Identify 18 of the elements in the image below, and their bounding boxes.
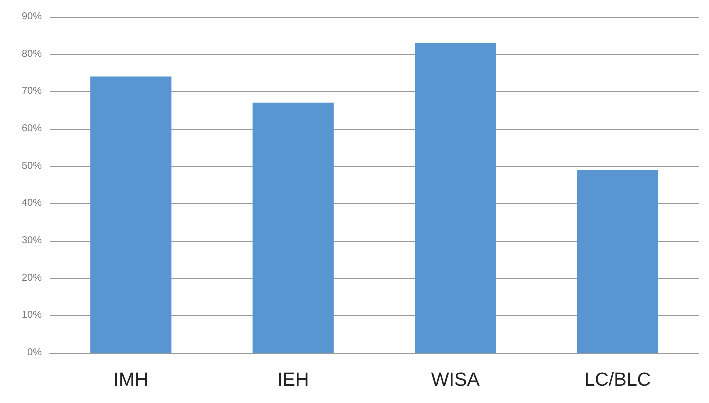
x-tick-label: LC/BLC <box>584 370 652 391</box>
bar <box>252 102 334 353</box>
y-tick-label: 0% <box>28 348 42 358</box>
y-tick-label: 70% <box>22 86 42 98</box>
x-tick-label: WISA <box>431 370 480 391</box>
y-tick-label: 90% <box>22 12 42 22</box>
bar <box>415 43 496 353</box>
y-tick-label: 80% <box>22 48 42 60</box>
y-tick-label: 20% <box>22 272 42 284</box>
y-tick-label: 10% <box>22 310 42 322</box>
bar <box>577 170 658 353</box>
y-tick-label: 60% <box>22 124 42 134</box>
y-tick-label: 30% <box>22 236 42 246</box>
y-tick-label: 40% <box>22 198 42 210</box>
bar <box>90 76 172 353</box>
y-tick-label: 50% <box>22 160 42 172</box>
x-tick-label: IEH <box>278 370 310 391</box>
x-tick-label: IMH <box>114 370 149 391</box>
